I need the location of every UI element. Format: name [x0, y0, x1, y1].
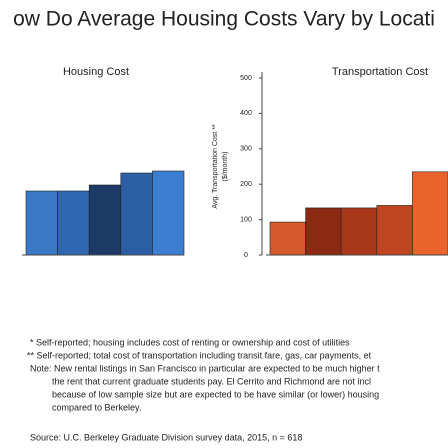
bar [376, 205, 413, 256]
chart-title: ow Do Average Housing Costs Vary by Loca… [13, 8, 435, 31]
panel-title: Housing Cost [63, 66, 129, 78]
footnote: the rent that current graduate students … [52, 376, 371, 386]
bar [25, 190, 58, 256]
footnote: * Self-reported; housing includes cost o… [30, 337, 350, 347]
y-tick-label: 0 [244, 252, 248, 259]
bar [120, 172, 153, 256]
bar [57, 190, 90, 256]
y-tick-label: 100 [240, 216, 252, 223]
bar [305, 207, 342, 256]
y-tick-label: 400 [240, 110, 252, 117]
bar [340, 207, 378, 256]
bar [152, 170, 185, 256]
footnote: because of low sample size but are expec… [52, 389, 379, 399]
footnote: ** Self-reported; total cost of transpor… [27, 350, 372, 360]
source: Source: U.C. Berkeley Graduate Division … [30, 432, 302, 442]
footnote: Note: New rental listings in San Francis… [30, 363, 380, 373]
bar [269, 221, 306, 256]
y-tick-label: 200 [240, 181, 252, 188]
y-axis-title: Avg. Transportation Cost ** [212, 124, 219, 209]
panel-title: Transportation Cost [332, 66, 428, 78]
y-tick-label: 300 [240, 146, 252, 153]
y-tick-label: 500 [240, 75, 252, 82]
y-axis-title: ($/month) [222, 152, 229, 182]
footnote: compared to Berkeley. [52, 402, 141, 412]
bar [412, 171, 448, 256]
bar [88, 184, 122, 256]
